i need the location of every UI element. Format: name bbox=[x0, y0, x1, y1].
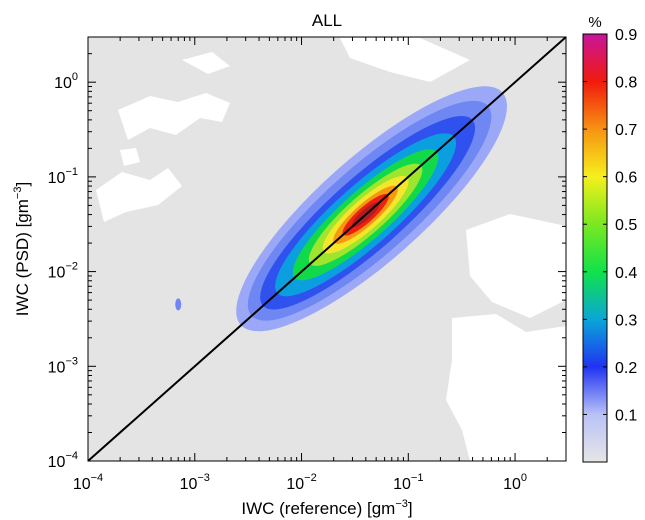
x-tick-label: 100 bbox=[503, 472, 527, 493]
colorbar-tick-label: 0.7 bbox=[615, 122, 637, 139]
colorbar-tick-label: 0.5 bbox=[615, 217, 637, 234]
y-tick-label: 10−4 bbox=[48, 450, 78, 471]
y-axis-ticks: 10−4 10−3 10−2 10−1 100 bbox=[48, 53, 566, 471]
x-tick-label: 10−4 bbox=[73, 472, 103, 493]
x-tick-label: 10−2 bbox=[286, 472, 316, 493]
x-tick-label: 10−1 bbox=[393, 472, 423, 493]
colorbar-tick-label: 0.4 bbox=[615, 265, 637, 282]
plot-area: 10−4 10−3 10−2 10−1 100 10−4 10−3 10−2 10−1 100 bbox=[48, 36, 567, 493]
colorbar-tick-label: 0.6 bbox=[615, 170, 637, 187]
y-tick-label: 100 bbox=[54, 71, 78, 92]
no-data-region bbox=[466, 214, 566, 318]
colorbar-tick-label: 0.1 bbox=[615, 407, 637, 424]
colorbar-scale bbox=[582, 33, 608, 463]
x-tick-label: 10−3 bbox=[180, 472, 210, 493]
x-axis-ticks: 10−4 10−3 10−2 10−1 100 bbox=[73, 37, 548, 493]
no-data-region bbox=[120, 148, 140, 166]
no-data-region bbox=[118, 93, 230, 140]
colorbar-tick-label: 0.3 bbox=[615, 312, 637, 329]
colorbar-tick-label: 0.8 bbox=[615, 75, 637, 92]
y-tick-label: 10−3 bbox=[48, 355, 78, 376]
no-data-regions bbox=[96, 38, 566, 461]
colorbar-tick-label: 0.2 bbox=[615, 360, 637, 377]
no-data-region bbox=[340, 38, 470, 82]
chart-title: ALL bbox=[312, 11, 342, 30]
no-data-region bbox=[182, 52, 230, 74]
y-axis-label: IWC (PSD) [gm−3] bbox=[12, 182, 32, 316]
colorbar: % 0.1 0.2 0.3 0.4 0.5 0.6 0.7 0.8 0.9 bbox=[582, 14, 637, 463]
y-tick-label: 10−1 bbox=[48, 166, 78, 187]
y-tick-label: 10−2 bbox=[48, 261, 78, 282]
no-data-region bbox=[96, 168, 182, 222]
colorbar-ticks: 0.1 0.2 0.3 0.4 0.5 0.6 0.7 0.8 0.9 bbox=[583, 27, 637, 424]
no-data-region bbox=[446, 314, 566, 461]
colorbar-tick-label: 0.9 bbox=[615, 27, 637, 44]
one-to-one-line bbox=[87, 36, 567, 462]
colorbar-label: % bbox=[588, 14, 601, 31]
x-axis-label: IWC (reference) [gm−3] bbox=[241, 498, 412, 518]
outlier-blob bbox=[175, 298, 182, 311]
plot-frame bbox=[87, 36, 567, 462]
